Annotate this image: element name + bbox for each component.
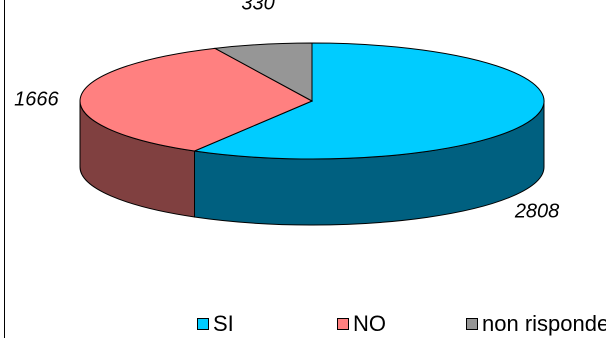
legend-swatch-non-risponde xyxy=(466,318,478,330)
pie-slice-no xyxy=(79,47,314,152)
legend-item-si: SI xyxy=(197,310,234,338)
pie-slice-si xyxy=(192,42,545,160)
chart-border xyxy=(4,0,5,338)
legend-swatch-no xyxy=(337,318,349,330)
data-label-si: 2808 xyxy=(514,200,560,222)
legend-label-no: NO xyxy=(353,311,386,336)
legend-item-non-risponde: non risponde xyxy=(466,310,606,338)
legend-swatch-si xyxy=(197,318,209,330)
data-label-no: 1666 xyxy=(14,88,59,110)
legend-item-no: NO xyxy=(337,310,386,338)
chart-legend: SI NO non risponde xyxy=(0,310,606,338)
data-label-non-risponde: 330 xyxy=(241,0,274,14)
pie-slice-non-risponde xyxy=(213,42,313,102)
legend-label-non-risponde: non risponde xyxy=(482,311,606,336)
legend-label-si: SI xyxy=(213,311,234,336)
pie-chart-svg: 2808 1666 330 xyxy=(14,0,560,226)
